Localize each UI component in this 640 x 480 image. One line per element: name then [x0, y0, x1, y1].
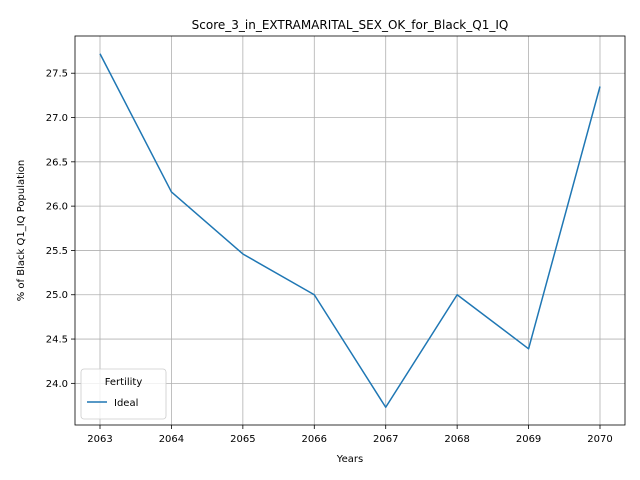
x-tick-label: 2063	[87, 434, 112, 445]
y-axis-label: % of Black Q1_IQ Population	[16, 160, 27, 302]
y-tick-label: 24.5	[46, 335, 68, 346]
x-tick-label: 2065	[230, 434, 255, 445]
y-axis-ticks: 24.0 24.5 25.0 25.5 26.0 26.5 27.0 27.5	[46, 69, 75, 390]
x-axis-ticks: 2063 2064 2065 2066 2067 2068 2069 2070	[87, 425, 613, 445]
x-tick-label: 2070	[587, 434, 612, 445]
x-tick-label: 2069	[516, 434, 541, 445]
series-line-ideal	[99, 53, 601, 409]
x-tick-label: 2068	[444, 434, 469, 445]
y-tick-label: 27.0	[46, 113, 68, 124]
x-tick-label: 2064	[159, 434, 184, 445]
y-tick-label: 25.0	[46, 290, 68, 301]
y-tick-label: 24.0	[46, 379, 68, 390]
x-tick-label: 2066	[302, 434, 327, 445]
y-tick-label: 26.5	[46, 157, 68, 168]
y-tick-label: 27.5	[46, 69, 68, 80]
legend-title: Fertility	[105, 377, 143, 388]
y-tick-label: 25.5	[46, 246, 68, 257]
legend-entry-label: Ideal	[114, 398, 138, 409]
plot-frame	[74, 35, 626, 426]
y-tick-label: 26.0	[46, 202, 68, 213]
legend-box	[80, 368, 167, 420]
series-layer	[99, 53, 601, 409]
x-tick-label: 2067	[373, 434, 398, 445]
chart-title: Score_3_in_EXTRAMARITAL_SEX_OK_for_Black…	[192, 18, 509, 32]
x-axis-label: Years	[336, 454, 363, 465]
legend: Fertility Ideal	[80, 368, 167, 420]
grid-layer	[75, 36, 625, 425]
